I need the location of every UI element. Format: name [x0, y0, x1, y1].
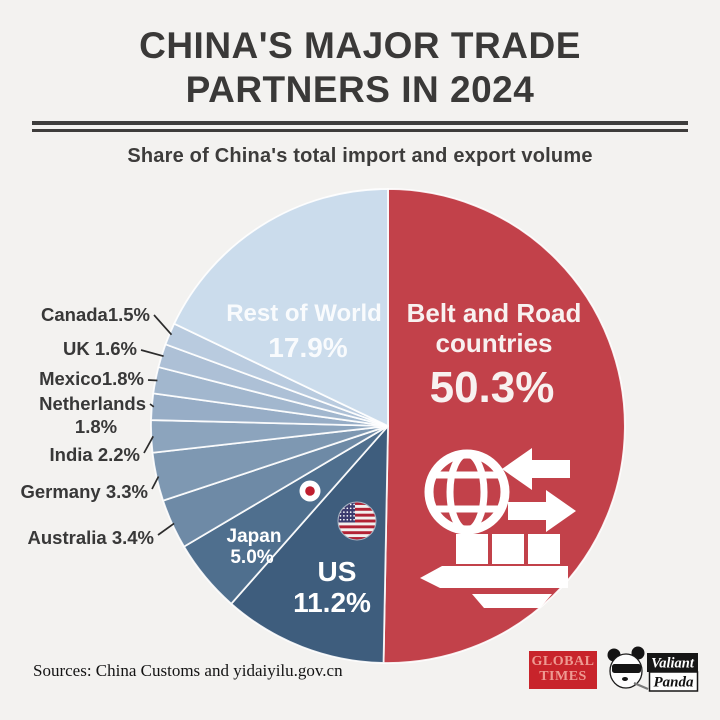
leader-line-india [143, 435, 154, 454]
us-flag-icon [337, 501, 377, 541]
leader-line-mexico [147, 379, 158, 382]
callout-label-australia: Australia 3.4% [28, 527, 154, 548]
japan-flag-icon [299, 480, 321, 502]
slice-label-belt-and-road-countries-1: countries [435, 328, 552, 358]
arrow-left-icon [502, 448, 570, 490]
panda-sunglasses [612, 664, 641, 673]
slice-label-belt-and-road-countries: Belt and Road [407, 298, 582, 328]
title-line-1: CHINA'S MAJOR TRADE [139, 25, 581, 66]
title-divider [32, 121, 688, 133]
header: CHINA'S MAJOR TRADE PARTNERS IN 2024 Sha… [0, 0, 720, 168]
callout-label-mexico: Mexico1.8% [39, 368, 144, 389]
globe-trade-ship-icon [420, 448, 576, 608]
valiant-word: Valiant [651, 656, 695, 672]
leader-lines-layer [140, 314, 175, 536]
leader-line-australia [157, 522, 175, 536]
slice-label-rest-of-world: Rest of World [226, 300, 382, 327]
pie-slice-rest-of-world [173, 188, 389, 427]
callout-value-netherlands: 1.8% [75, 416, 117, 437]
leader-line-netherlands [149, 403, 155, 408]
global-times-line1: GLOBAL [531, 654, 595, 670]
valiant-panda-logo: Valiant Panda [607, 646, 699, 692]
chart-subtitle: Share of China's total import and export… [127, 145, 593, 168]
slice-label-japan: Japan [227, 526, 282, 547]
arrow-right-icon [508, 490, 576, 532]
panda-face-icon [607, 646, 649, 691]
slice-value-us: 11.2% [293, 587, 371, 618]
slice-value-japan: 5.0% [230, 547, 273, 568]
leader-line-canada [153, 314, 173, 336]
callout-label-germany: Germany 3.3% [20, 481, 148, 502]
callout-label-canada: Canada1.5% [41, 304, 150, 325]
pie-slice-us [230, 425, 389, 664]
leader-line-uk [140, 349, 164, 358]
slice-value-belt-and-road-countries: 50.3% [430, 363, 555, 412]
callout-labels-layer: Australia 3.4% Germany 3.3% India 2.2% Neth… [20, 304, 154, 548]
callout-label-india: India 2.2% [50, 444, 140, 465]
ship-base [472, 594, 552, 608]
pie-slice-belt-and-road-countries [382, 188, 626, 664]
global-times-line2: TIMES [539, 669, 587, 684]
panda-word: Panda [653, 675, 694, 691]
icons-layer [299, 448, 576, 608]
slice-value-rest-of-world: 17.9% [268, 332, 347, 363]
sources-text: Sources: China Customs and yidaiyilu.gov… [33, 661, 343, 680]
pie-slices-layer [150, 188, 626, 664]
global-times-logo: GLOBAL TIMES [529, 651, 597, 689]
title-line-2: PARTNERS IN 2024 [185, 68, 535, 110]
callout-label-netherlands: Netherlands [39, 393, 146, 414]
ship-hull [420, 566, 568, 588]
leader-line-germany [151, 476, 160, 490]
page-title: CHINA'S MAJOR TRADE PARTNERS IN 2024 [0, 24, 720, 111]
slice-label-us: US [318, 556, 357, 587]
callout-label-uk: UK 1.6% [63, 338, 137, 359]
